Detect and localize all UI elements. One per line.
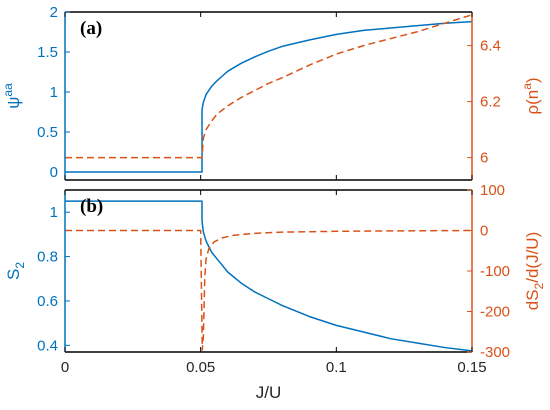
right-y-tick-label: -100 xyxy=(480,263,510,280)
x-tick-label: 0.1 xyxy=(326,359,347,376)
left-y-tick-label: 1 xyxy=(50,204,58,221)
panel-label: (b) xyxy=(80,196,103,217)
series-right-line xyxy=(65,229,473,351)
left-y-tick-label: 0.6 xyxy=(37,293,58,310)
left-y-tick-label: 0 xyxy=(50,164,58,181)
left-y-tick-label: 0.8 xyxy=(37,249,58,266)
x-tick-label: 0 xyxy=(61,359,69,376)
panel-b: 0 0.05 0.1 0.15 0.4 0.6 0.8 1 -300 -200 -100 0 100 S2… xyxy=(4,182,546,402)
left-y-tick-label: 1.5 xyxy=(37,44,58,61)
right-y-axis-label-superscript: a xyxy=(520,83,534,90)
series-left-line xyxy=(65,200,473,352)
left-y-axis-label-subscript: 2 xyxy=(13,262,27,269)
right-y-axis-label: ρ(na) xyxy=(520,77,542,114)
left-y-tick-label: 0.4 xyxy=(37,337,58,354)
series-right-line xyxy=(65,14,473,159)
right-y-axis-label-tail: /d(J/U) xyxy=(523,232,542,283)
left-y-tick-label: 1 xyxy=(50,84,58,101)
series-left-line xyxy=(65,20,473,173)
right-y-tick-label: 0 xyxy=(480,223,488,240)
x-axis-label: J/U xyxy=(256,383,282,402)
panel-a: 0 0.5 1 1.5 2 6 6.2 6.4 ψaa ρ(na) (a) xyxy=(1,4,542,181)
panel-label: (a) xyxy=(80,18,102,39)
right-y-axis-label-tail: ) xyxy=(523,77,542,83)
right-y-tick-label: 6.4 xyxy=(480,38,501,55)
right-y-axis-label: dS2/d(J/U) xyxy=(523,232,546,310)
left-y-tick-label: 2 xyxy=(50,4,58,21)
left-y-axis-label: ψaa xyxy=(1,83,23,109)
right-y-tick-label: 100 xyxy=(480,182,505,199)
left-y-axis-label-superscript: aa xyxy=(1,83,15,97)
right-y-tick-label: -300 xyxy=(480,344,510,361)
right-y-tick-label: -200 xyxy=(480,304,510,321)
left-y-tick-label: 0.5 xyxy=(37,124,58,141)
x-tick-label: 0.15 xyxy=(457,359,486,376)
right-y-tick-label: 6 xyxy=(480,150,488,167)
right-y-tick-label: 6.2 xyxy=(480,94,501,111)
left-y-axis-label: S2 xyxy=(4,262,27,280)
right-y-axis-label-subscript: 2 xyxy=(532,282,546,289)
x-tick-label: 0.05 xyxy=(186,359,215,376)
